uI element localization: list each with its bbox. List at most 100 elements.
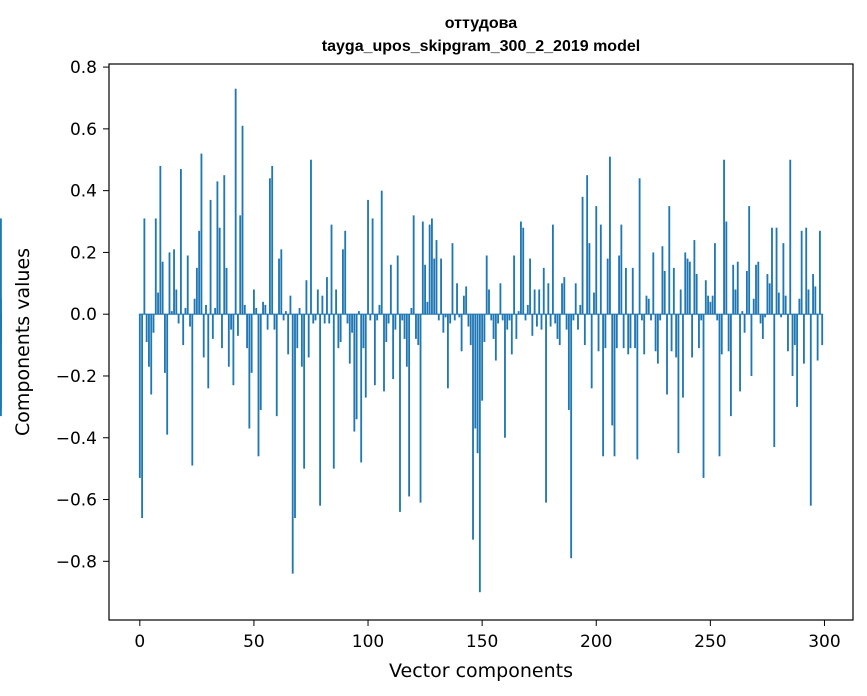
bar [223,175,226,315]
bar [200,153,203,315]
bar [668,206,671,315]
bar [424,264,426,315]
bar [262,301,264,315]
bar [396,255,399,315]
bar [659,314,662,321]
bar [337,314,340,349]
bar [745,270,748,315]
y-axis-ticks: −0.8 −0.6 −0.4 −0.2 0.0 0.2 0.4 0.6 0.8 [56,58,109,572]
bar [739,314,741,392]
bar [355,314,358,420]
bar [755,264,757,315]
bar [531,314,534,336]
bar [540,314,543,330]
bar [698,314,700,349]
bar [150,314,153,395]
bar [547,283,550,315]
bar [182,314,185,346]
bar [752,298,755,315]
bar [392,314,395,380]
bar [656,314,659,364]
bar [449,314,452,324]
bar [257,314,260,457]
bar [647,298,650,315]
x-tick-label: 150 [466,632,498,652]
bar [684,252,687,315]
bar [307,314,310,358]
bar [583,314,586,346]
y-tick-label: −0.2 [56,367,97,387]
bar [469,314,472,346]
bar [476,314,479,454]
bar [711,295,714,315]
bar [602,314,605,457]
bar [225,267,228,315]
bar [399,314,401,512]
bar [346,314,349,324]
bar [415,314,417,339]
bar [316,289,319,315]
bar [595,206,598,315]
bar [579,304,582,315]
bar [453,314,456,321]
bar [556,314,559,339]
bar [677,314,680,454]
bar [353,314,356,432]
bar [360,314,363,463]
bar [214,308,217,315]
bar [727,314,730,352]
bar [691,314,694,358]
bar [716,314,719,321]
bar [211,314,214,339]
bar [688,261,691,315]
bar [241,125,244,315]
bar [371,218,374,315]
x-tick-label: 250 [694,632,726,652]
bar [145,314,148,342]
bar [305,280,308,315]
bar [0,218,2,315]
bar [615,314,618,349]
bar [389,264,392,315]
bar [805,227,808,315]
bar [750,314,753,376]
bar [627,314,630,355]
bar [435,240,438,315]
bar [666,314,668,395]
bar [700,314,703,321]
bar [405,314,408,367]
bar [234,88,237,315]
bar [558,314,561,346]
bar [198,230,201,315]
bar [148,314,150,367]
bar [184,308,187,315]
bar [0,298,2,315]
bar [161,261,164,315]
bar [796,314,798,407]
bar [444,314,447,318]
bar [517,311,520,315]
bar [417,314,420,346]
bar [536,314,538,327]
bar [789,159,792,315]
bar [771,227,773,315]
bar [410,308,413,315]
bar [643,314,646,355]
bar [807,289,810,315]
bar [287,314,290,355]
bar [725,221,728,315]
bar [732,264,735,315]
bar [565,314,568,330]
x-axis-label: Vector components [389,660,573,682]
bar [250,314,253,373]
bar [526,304,529,315]
bar [193,298,196,315]
bar [743,314,746,333]
bar [704,280,707,315]
bar [782,243,785,315]
bar [246,314,248,349]
bar [344,230,347,315]
bar [784,295,787,315]
bar [376,314,379,321]
bar [362,314,365,349]
